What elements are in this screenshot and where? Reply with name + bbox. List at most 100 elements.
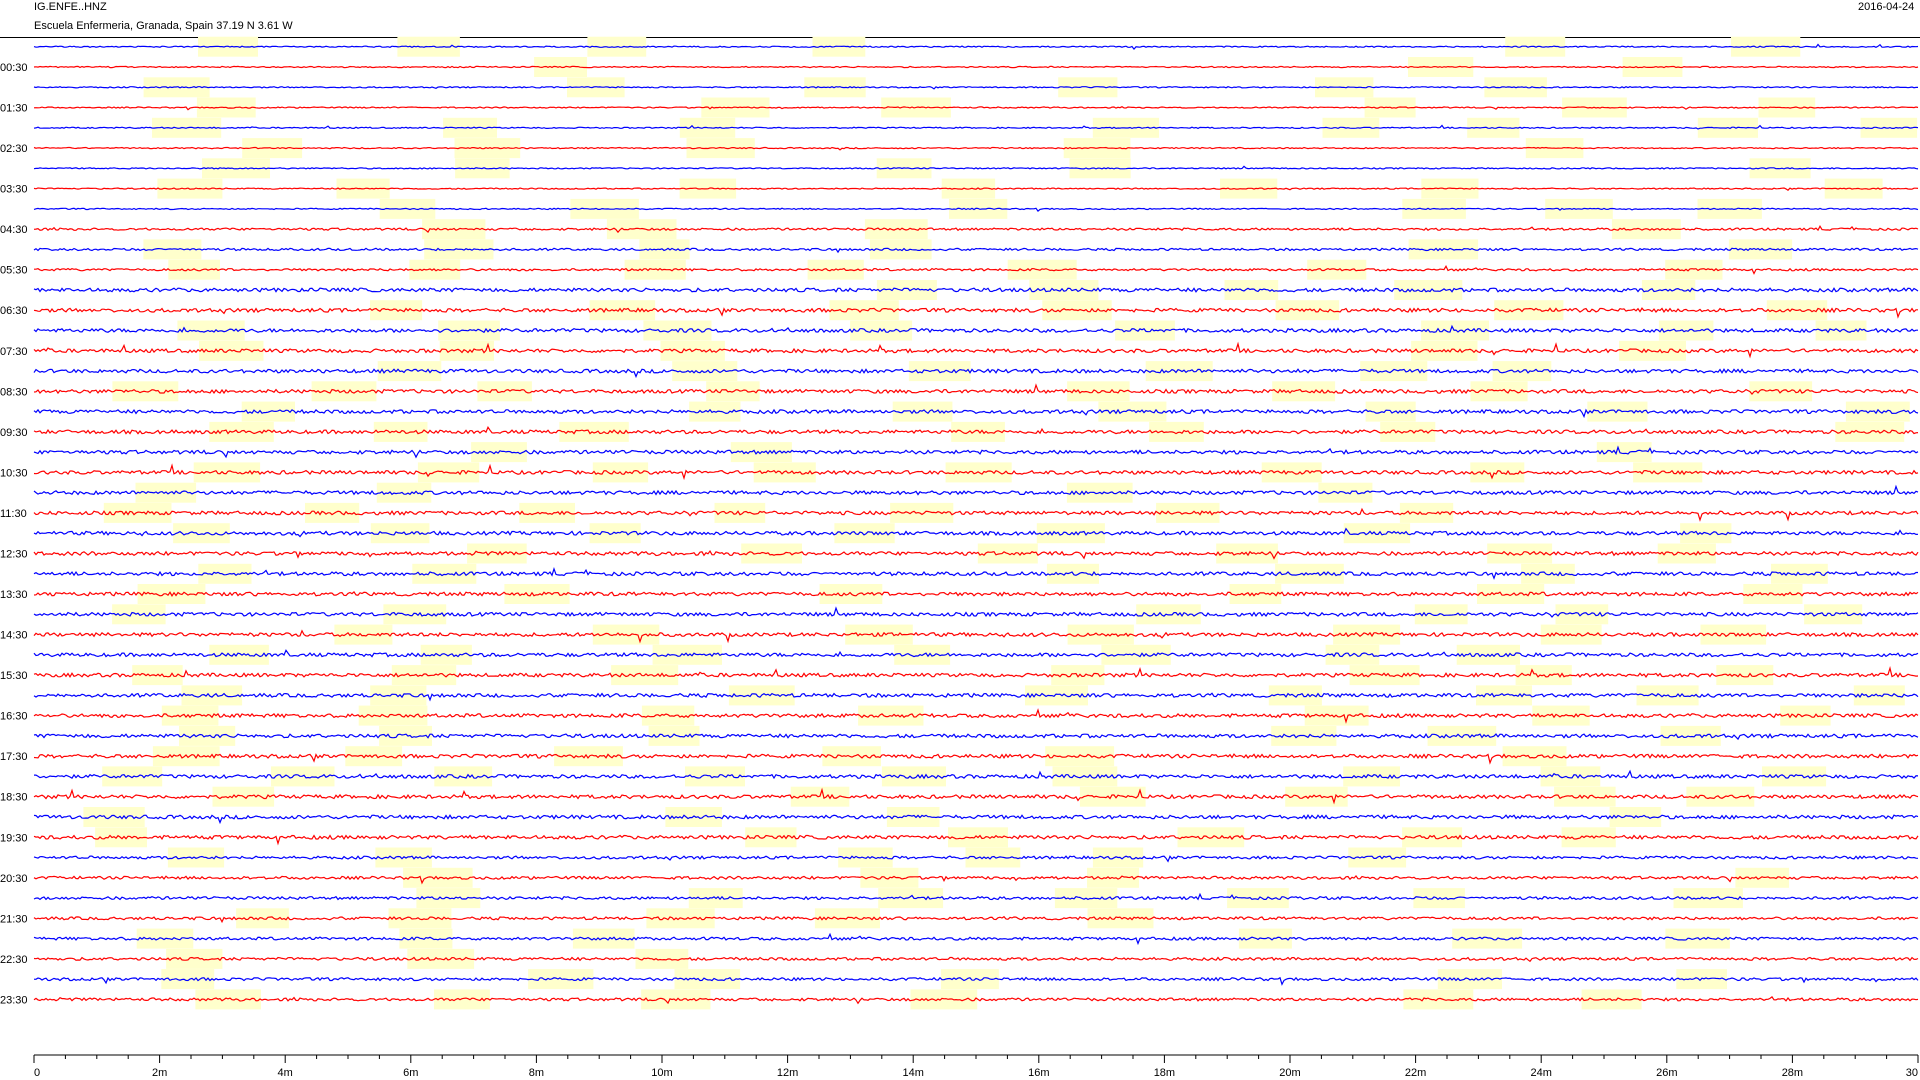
- data-gap: [370, 300, 423, 321]
- station-location: Escuela Enfermeria, Granada, Spain 37.19…: [34, 20, 293, 32]
- trace-row: [33, 341, 1919, 359]
- row-time-label: 15:30: [0, 670, 28, 682]
- trace-row: [33, 932, 1919, 946]
- x-tick-label: 28m: [1782, 1067, 1803, 1079]
- trace-row: [33, 65, 1919, 69]
- row-time-label: 13:30: [0, 589, 28, 601]
- x-tick-label: 26m: [1656, 1067, 1677, 1079]
- x-tick-label: 8m: [529, 1067, 544, 1079]
- data-gap: [559, 421, 629, 442]
- data-gaps: [83, 36, 1918, 1010]
- trace-row: [33, 733, 1919, 741]
- trace-row: [33, 834, 1919, 846]
- row-time-label: 14:30: [0, 630, 28, 642]
- x-tick-label: 10m: [651, 1067, 672, 1079]
- trace-row: [33, 124, 1919, 130]
- data-gap: [838, 847, 893, 868]
- x-tick-label: 18m: [1154, 1067, 1175, 1079]
- data-gap: [1835, 421, 1905, 442]
- trace-row: [33, 324, 1918, 334]
- data-gap: [209, 421, 274, 442]
- trace-row: [33, 445, 1919, 459]
- row-time-label: 05:30: [0, 265, 28, 277]
- x-tick-label: 12m: [777, 1067, 798, 1079]
- data-gap: [383, 604, 447, 625]
- data-gap: [606, 219, 677, 240]
- data-gap: [1051, 665, 1105, 686]
- data-gap: [1619, 340, 1686, 361]
- data-gap: [1136, 604, 1201, 625]
- data-gap: [741, 543, 802, 564]
- trace-row: [33, 368, 1919, 379]
- x-tick-label: 16m: [1028, 1067, 1049, 1079]
- station-code: IG.ENFE..HNZ: [34, 1, 107, 13]
- data-gap: [1349, 665, 1420, 686]
- data-gap: [1804, 604, 1863, 625]
- row-time-label: 22:30: [0, 954, 28, 966]
- trace-row: [33, 787, 1919, 805]
- data-gap: [674, 969, 741, 990]
- data-gap: [166, 948, 223, 969]
- data-gap: [1554, 786, 1616, 807]
- x-tick-label: 4m: [278, 1067, 293, 1079]
- trace-row: [33, 165, 1919, 170]
- data-gap: [745, 827, 797, 848]
- data-gap: [886, 807, 940, 827]
- data-gap: [1268, 685, 1322, 706]
- data-gap: [1045, 746, 1115, 767]
- row-time-label: 21:30: [0, 913, 28, 925]
- trace-row: [34, 769, 1919, 780]
- trace-row: [33, 43, 1919, 51]
- data-gap: [965, 847, 1021, 868]
- data-gap: [1360, 361, 1428, 382]
- data-gap: [753, 462, 816, 483]
- data-gap: [1596, 442, 1652, 463]
- row-time-label: 12:30: [0, 549, 28, 561]
- data-gap: [412, 563, 477, 584]
- trace-row: [33, 85, 1918, 90]
- data-gap: [1007, 259, 1077, 280]
- data-gap: [434, 766, 493, 787]
- trace-row: [33, 287, 1919, 293]
- data-gap: [173, 523, 230, 544]
- data-gap: [1399, 502, 1454, 523]
- trace-row: [33, 146, 1919, 151]
- data-gap: [370, 685, 427, 706]
- data-gap: [672, 361, 738, 382]
- trace-row: [33, 874, 1919, 885]
- trace-row: [33, 814, 1919, 825]
- data-gap: [1845, 401, 1910, 422]
- data-gap: [714, 502, 766, 523]
- row-time-label: 17:30: [0, 751, 28, 763]
- data-gap: [1735, 867, 1789, 888]
- data-gap: [910, 989, 978, 1010]
- trace-row: [33, 976, 1919, 986]
- data-gap: [161, 705, 219, 726]
- data-gap: [1470, 381, 1528, 402]
- data-gap: [1686, 786, 1755, 807]
- data-gap: [83, 807, 145, 827]
- header-divider: [0, 37, 1920, 38]
- data-gap: [388, 908, 452, 929]
- row-time-label: 20:30: [0, 873, 28, 885]
- trace-row: [33, 484, 1919, 496]
- data-gap: [908, 361, 971, 382]
- data-gap: [167, 847, 225, 868]
- data-gap: [1494, 300, 1564, 321]
- data-gap: [379, 725, 432, 746]
- data-gap: [391, 665, 457, 686]
- trace-row: [33, 463, 1919, 481]
- data-gap: [1067, 381, 1130, 402]
- row-time-label: 01:30: [0, 103, 28, 115]
- trace-row: [33, 692, 1919, 702]
- trace-row: [33, 567, 1918, 580]
- trace-row: [33, 708, 1919, 724]
- trace-row: [33, 224, 1919, 234]
- data-gap: [168, 259, 220, 280]
- data-gap: [1749, 381, 1813, 402]
- data-gap: [334, 624, 393, 645]
- row-time-label: 19:30: [0, 832, 28, 844]
- trace-row: [33, 426, 1919, 435]
- data-gap: [834, 523, 895, 544]
